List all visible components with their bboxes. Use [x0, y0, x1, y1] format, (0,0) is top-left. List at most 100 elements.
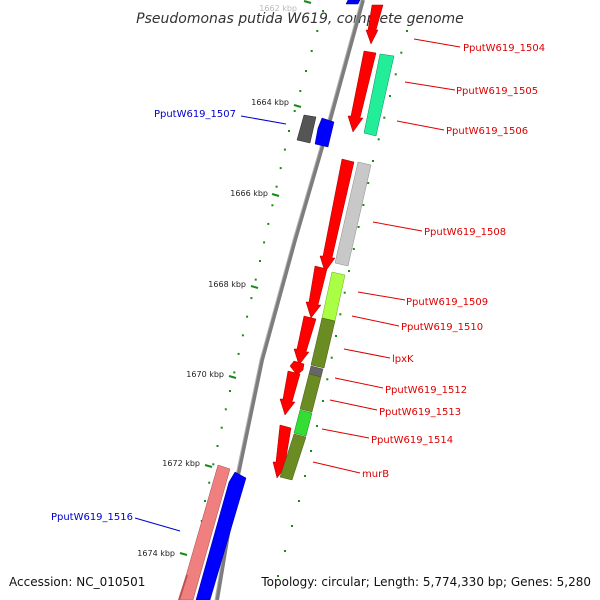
ruler-dot [299, 90, 302, 92]
label-1505[interactable]: PputW619_1505 [456, 86, 538, 97]
ruler-dot [316, 30, 319, 32]
gene-1507-gray[interactable] [296, 114, 317, 144]
ruler-label-1672: 1672 kbp [162, 459, 200, 468]
gene-top-blue[interactable] [345, 0, 361, 5]
gene-1512-category[interactable] [299, 373, 322, 413]
ruler-dot [330, 356, 333, 359]
ruler-dot [304, 475, 306, 477]
gene-1505[interactable] [347, 50, 377, 133]
ruler-tick [303, 0, 312, 4]
ruler-dot [377, 138, 380, 141]
ruler-dot [208, 481, 211, 484]
label-1514[interactable]: PputW619_1514 [371, 435, 453, 446]
ruler-label-1662: 1662 kbp [259, 4, 297, 13]
ruler-tick [271, 193, 280, 197]
gene-1508-category[interactable] [334, 161, 372, 267]
ruler-dot [343, 291, 346, 294]
ruler-label-1668: 1668 kbp [208, 280, 246, 289]
gene-1512[interactable] [279, 370, 301, 416]
ruler-dot [216, 445, 219, 447]
ruler-dot [394, 73, 397, 76]
genome-summary: Topology: circular; Length: 5,774,330 bp… [260, 575, 591, 589]
label-1510[interactable]: PputW619_1510 [401, 322, 483, 333]
ruler-dot [326, 378, 329, 381]
ruler-dot [229, 390, 231, 392]
ruler-dot [259, 260, 261, 262]
ruler-dot [284, 550, 286, 552]
gene-1510-category[interactable] [310, 317, 336, 369]
ruler-dot [335, 335, 337, 337]
gene-1513-category[interactable] [293, 409, 313, 437]
ruler-dot [352, 248, 355, 250]
label-1506[interactable]: PputW619_1506 [446, 126, 528, 137]
ruler-label-1670: 1670 kbp [186, 370, 224, 379]
ruler-dot [291, 525, 293, 527]
ruler-dot [316, 425, 318, 427]
label-1509[interactable]: PputW619_1509 [406, 297, 488, 308]
ruler-label-1666: 1666 kbp [230, 189, 268, 198]
ruler-dot [372, 160, 374, 162]
ruler-dot [254, 278, 257, 281]
ruler-dot [362, 204, 365, 206]
label-1513[interactable]: PputW619_1513 [379, 407, 461, 418]
ruler-dot [298, 500, 300, 502]
ruler-dot [389, 95, 391, 97]
ruler-tick [293, 104, 302, 108]
ruler-dot [288, 130, 290, 132]
ruler-dot [241, 334, 244, 337]
outer-ticks [277, 30, 408, 577]
ruler-dot [310, 50, 313, 52]
gene-1509-category[interactable] [321, 271, 346, 322]
label-1516[interactable]: PputW619_1516 [51, 512, 133, 523]
label-lpxK[interactable]: lpxK [392, 354, 414, 365]
gene-1507[interactable] [314, 117, 335, 148]
ruler-tick [179, 552, 188, 556]
category-track [279, 53, 395, 481]
gene-1509[interactable] [305, 265, 328, 319]
gene-1510[interactable] [293, 315, 317, 366]
gene-1516[interactable] [195, 471, 247, 600]
ruler-dot [250, 297, 253, 300]
ruler-dot [383, 116, 386, 119]
ruler-dot [367, 182, 370, 184]
label-1512[interactable]: PputW619_1512 [385, 385, 467, 396]
ruler-dot [283, 148, 286, 151]
ruler-dot [246, 315, 249, 318]
gene-1514-category[interactable] [279, 433, 307, 481]
ruler-dot [224, 408, 227, 411]
ruler: 1662 kbp 1664 kbp 1666 kbp 1668 kbp 1670… [137, 0, 312, 558]
ruler-dot [339, 313, 342, 316]
ruler-dot [204, 500, 206, 502]
reverse-genes [178, 0, 361, 600]
label-leaders [134, 38, 461, 532]
ruler-dot [310, 450, 312, 452]
ruler-dot [406, 30, 408, 32]
label-murB[interactable]: murB [362, 469, 389, 480]
gene-1504[interactable] [365, 4, 384, 45]
gene-labels: PputW619_1504 PputW619_1505 PputW619_150… [51, 43, 545, 523]
label-1504[interactable]: PputW619_1504 [463, 43, 545, 54]
label-1508[interactable]: PputW619_1508 [424, 227, 506, 238]
ruler-dot [293, 110, 296, 112]
ruler-dot [348, 270, 350, 272]
ruler-dot [220, 426, 223, 429]
ruler-dot [305, 70, 307, 72]
gene-1505-category[interactable] [363, 53, 395, 137]
ruler-dot [212, 463, 215, 466]
gene-lpxK[interactable] [289, 360, 305, 376]
ruler-tick [250, 285, 259, 289]
ruler-tick [228, 375, 237, 379]
gene-1516-pink[interactable] [178, 464, 231, 600]
ruler-dot [400, 51, 403, 54]
ruler-dot [271, 204, 274, 207]
label-1507[interactable]: PputW619_1507 [154, 109, 236, 120]
ruler-dot [357, 226, 360, 228]
gene-1508[interactable] [319, 158, 355, 273]
accession-text: Accession: NC_010501 [9, 575, 145, 589]
ruler-dot [275, 185, 278, 188]
ruler-dot [322, 10, 324, 12]
ruler-dot [263, 241, 266, 244]
ruler-dot [237, 352, 240, 355]
ruler-dot [277, 575, 279, 577]
